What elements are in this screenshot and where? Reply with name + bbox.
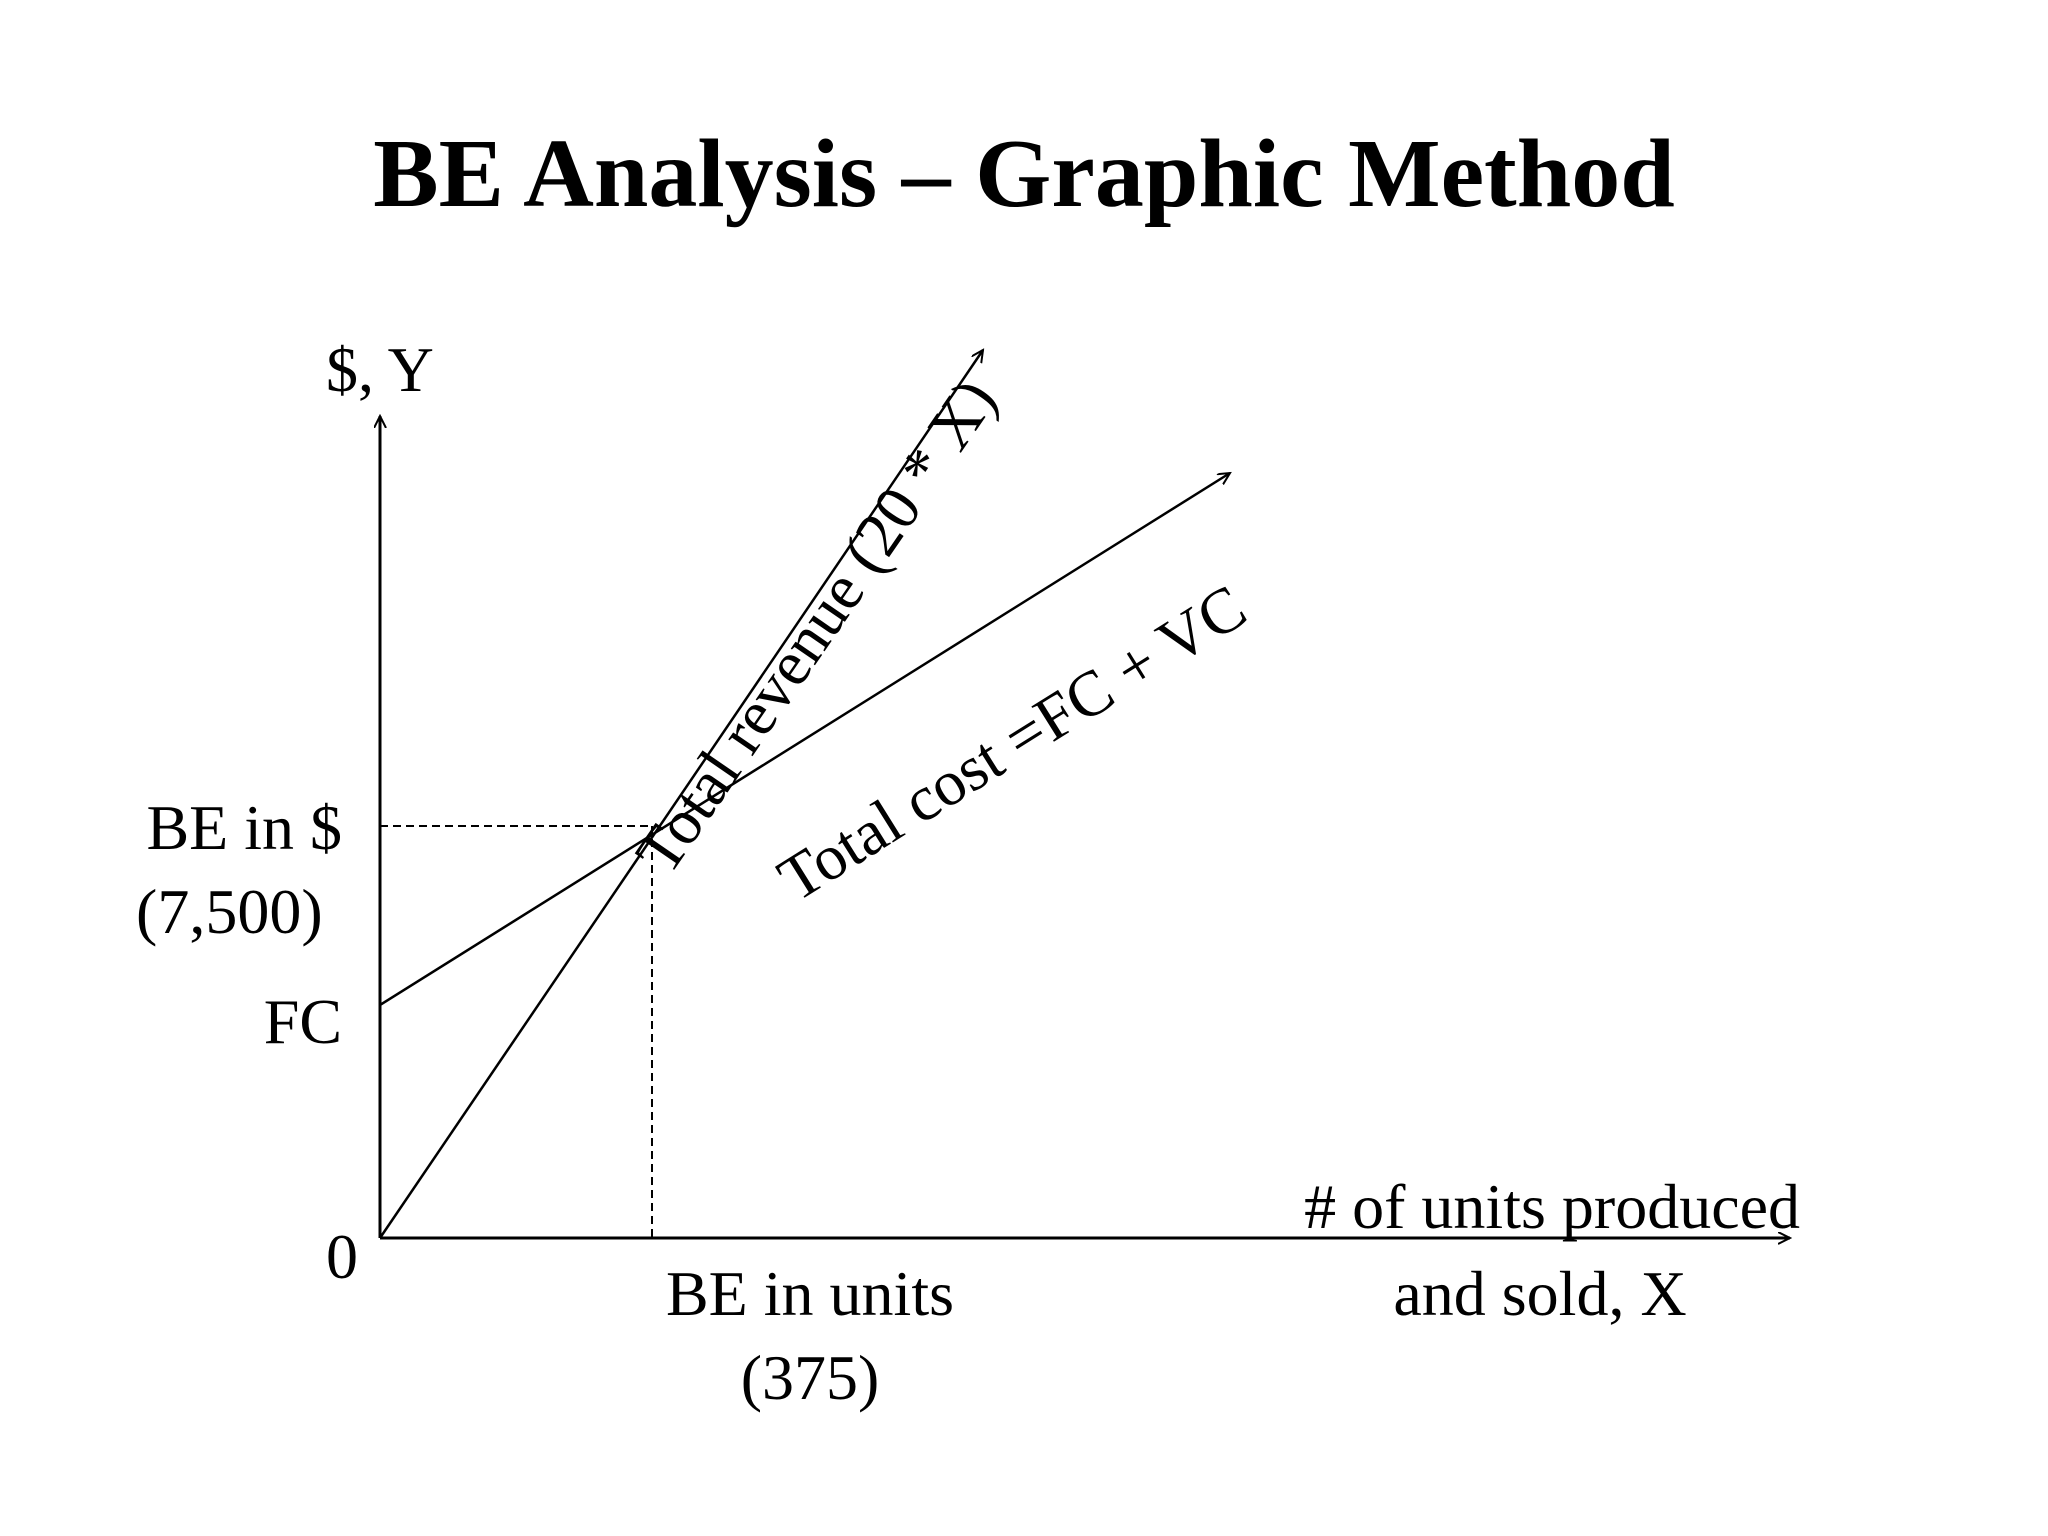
x-axis-label-line2: and sold, X <box>1393 1258 1687 1329</box>
be-units-label: BE in units <box>665 1258 955 1329</box>
fixed-cost-label: FC <box>263 986 342 1057</box>
be-dollars-value: (7,500) <box>136 876 323 947</box>
y-axis-label: $, Y <box>326 334 434 405</box>
x-axis-label-line1: # of units produced <box>1304 1171 1800 1242</box>
total-revenue-line <box>378 350 983 1239</box>
total-cost-line <box>379 473 1230 1007</box>
origin-label: 0 <box>326 1221 358 1292</box>
page-title: BE Analysis – Graphic Method <box>373 120 1675 228</box>
be-units-value: (375) <box>740 1342 880 1413</box>
be-dollars-label: BE in $ <box>146 792 342 863</box>
